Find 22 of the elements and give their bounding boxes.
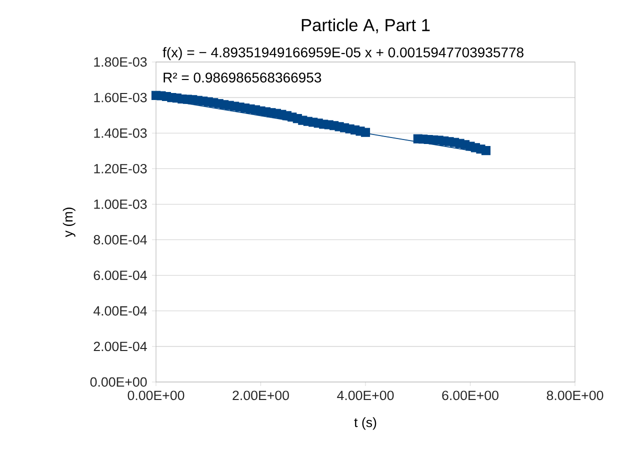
y-axis-title: y (m) [62,208,76,238]
x-tick-label: 8.00E+00 [546,390,604,400]
y-tick-label: 1.60E-03 [94,92,147,102]
x-tick-label: 0.00E+00 [128,390,184,400]
x-tick-label: 2.00E+00 [232,390,289,400]
x-tick-label: 6.00E+00 [442,390,498,400]
y-tick-label: 1.00E-03 [94,200,147,209]
y-tick-label: 1.20E-03 [94,164,147,174]
text: f(x) = − 4.89351949166959E-05 x + 0.0015947703935778 [162,47,524,60]
point [360,128,370,137]
x-axis-title: t (s) [354,417,376,430]
y-tick-label: 2.00E-04 [94,342,147,352]
x-tick-label: 4.00E+00 [337,390,394,400]
chart-title: Particle A, Part 1 [302,18,430,34]
y-tick-label: 1.40E-03 [94,128,147,138]
y-tick-label: 0.00E+00 [90,377,147,387]
point [481,146,490,156]
y-tick-label: 4.00E-04 [93,306,147,316]
annotation: R² = 0.986986568366953 [164,72,322,83]
y-tick-label: 8.00E-04 [94,235,147,244]
y-tick-label: 6.00E-04 [94,270,147,280]
y-tick-label: 1.80E-03 [94,57,147,67]
